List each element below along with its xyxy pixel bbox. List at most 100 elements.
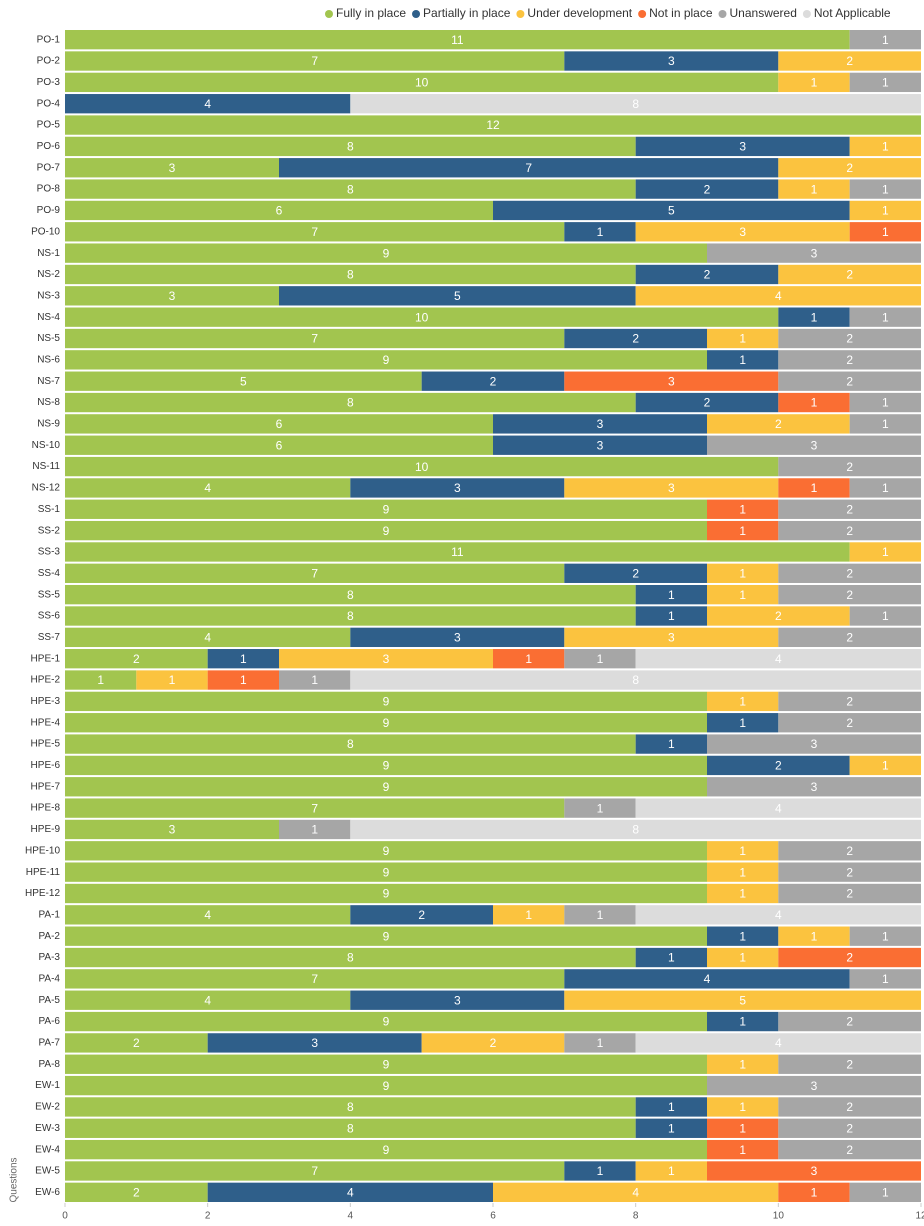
y-tick-label: NS-11	[32, 461, 60, 472]
data-label: 1	[882, 204, 889, 218]
bar-segment	[493, 200, 850, 221]
bar-segment	[849, 72, 921, 93]
data-label: 11	[451, 545, 464, 559]
bar-segment	[350, 670, 921, 690]
bar-segment	[65, 969, 565, 989]
data-label: 1	[668, 1121, 675, 1135]
data-label: 1	[597, 652, 604, 666]
y-tick-label: NS-9	[37, 419, 60, 430]
y-tick-label: SS-3	[38, 547, 61, 558]
data-label: 2	[846, 887, 853, 901]
bar-segment	[778, 1054, 921, 1074]
y-tick-label: PO-1	[37, 34, 61, 45]
data-label: 2	[846, 844, 853, 858]
bar-segment	[350, 627, 565, 648]
data-label: 1	[668, 951, 675, 965]
y-tick-label: NS-5	[37, 333, 60, 344]
bar-segment	[65, 947, 636, 968]
bar-segment	[65, 200, 493, 221]
bar-segment	[493, 649, 565, 669]
data-label: 9	[383, 1143, 390, 1157]
data-label: 8	[347, 588, 354, 602]
y-tick-label: HPE-2	[31, 675, 61, 686]
data-label: 2	[846, 566, 853, 580]
bar-segment	[849, 414, 921, 434]
bar-segment	[778, 478, 850, 498]
data-label: 2	[846, 1015, 853, 1029]
bar-segment	[65, 51, 565, 71]
bar-segment	[350, 94, 921, 114]
data-label: 1	[882, 609, 889, 623]
bar-segment	[635, 606, 707, 626]
data-label: 1	[525, 652, 532, 666]
data-label: 1	[739, 1100, 746, 1114]
bar-segment	[707, 1075, 921, 1096]
y-tick-label: HPE-10	[25, 845, 60, 856]
data-label: 9	[383, 1015, 390, 1029]
bar-segment	[207, 649, 279, 669]
data-label: 2	[846, 460, 853, 474]
y-tick-label: PO-9	[37, 205, 61, 216]
y-tick-label: NS-2	[37, 269, 60, 280]
data-label: 1	[169, 673, 176, 687]
bar-segment	[65, 243, 707, 263]
bar-segment	[279, 819, 351, 840]
data-label: 1	[311, 823, 318, 837]
data-label: 3	[739, 225, 746, 239]
data-label: 5	[240, 374, 247, 388]
bar-segment	[707, 414, 850, 434]
bar-segment	[635, 1033, 921, 1053]
data-label: 1	[668, 737, 675, 751]
bar-segment	[564, 990, 921, 1010]
bar-segment	[635, 1097, 707, 1117]
data-label: 3	[311, 1036, 318, 1050]
bar-segment	[65, 392, 636, 413]
data-label: 9	[383, 1079, 390, 1093]
data-label: 5	[739, 993, 746, 1007]
y-tick-label: HPE-11	[26, 867, 61, 878]
data-label: 2	[846, 161, 853, 175]
y-tick-label: SS-7	[38, 632, 61, 643]
bar-segment	[778, 713, 921, 733]
y-tick-label: HPE-12	[25, 888, 60, 899]
bar-segment	[707, 1097, 779, 1117]
bar-segment	[778, 862, 921, 882]
data-label: 10	[415, 76, 429, 90]
bar-segment	[65, 350, 707, 370]
bar-segment	[707, 883, 779, 904]
bar-segment	[65, 94, 351, 114]
bar-segment	[65, 563, 565, 583]
bar-segment	[707, 755, 850, 776]
bar-segment	[778, 563, 921, 583]
data-label: 1	[739, 588, 746, 602]
data-label: 3	[169, 823, 176, 837]
data-label: 1	[240, 652, 247, 666]
data-label: 2	[846, 374, 853, 388]
data-label: 2	[418, 908, 425, 922]
data-label: 1	[739, 887, 746, 901]
bar-segment	[707, 734, 921, 754]
data-label: 4	[704, 972, 711, 986]
bar-segment	[707, 841, 779, 861]
data-label: 8	[347, 182, 354, 196]
data-label: 10	[415, 460, 429, 474]
data-label: 2	[133, 1036, 140, 1050]
data-label: 4	[632, 1185, 639, 1199]
data-label: 1	[739, 332, 746, 346]
bar-segment	[849, 1182, 921, 1202]
bar-segment	[421, 1033, 565, 1053]
bar-segment	[707, 691, 779, 712]
data-label: 3	[668, 54, 675, 68]
bar-segment	[778, 158, 921, 178]
y-tick-label: HPE-4	[31, 717, 61, 728]
bar-segment	[778, 1182, 850, 1202]
bar-segment	[707, 1054, 779, 1074]
data-label: 1	[739, 502, 746, 516]
data-label: 7	[311, 1164, 318, 1178]
y-tick-label: PA-5	[39, 995, 61, 1006]
bar-segment	[65, 115, 921, 135]
data-label: 1	[882, 1185, 889, 1199]
y-tick-label: PA-4	[39, 974, 61, 985]
data-label: 1	[597, 225, 604, 239]
